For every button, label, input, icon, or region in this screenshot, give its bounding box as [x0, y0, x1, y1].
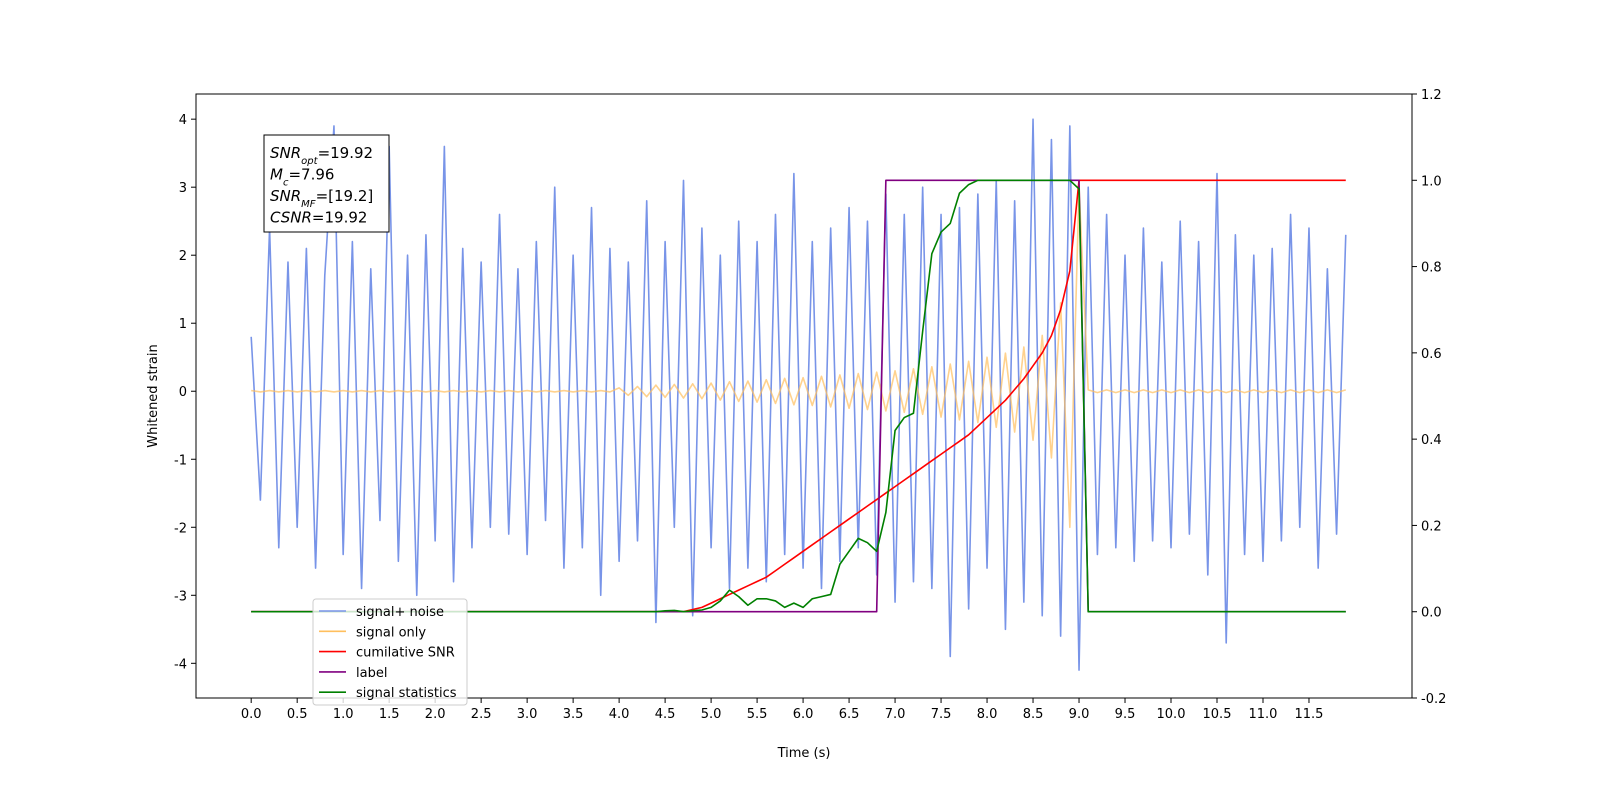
annotation-line: Mc=7.96 [270, 166, 334, 189]
x-tick-label: 10.0 [1157, 707, 1186, 722]
x-tick-label: 1.5 [379, 707, 400, 722]
legend-label: label [356, 666, 387, 681]
x-tick-label: 4.5 [655, 707, 676, 722]
legend-label: signal+ noise [356, 605, 444, 620]
annotation-value: =[19.2] [316, 187, 374, 205]
y-tick-label: 2 [179, 249, 187, 264]
legend-label: cumilative SNR [356, 646, 455, 661]
x-tick-label: 1.0 [333, 707, 354, 722]
annotation-value: =19.92 [312, 209, 368, 227]
annotation-subscript: MF [301, 199, 316, 210]
x-tick-label: 5.5 [747, 707, 768, 722]
x-tick-label: 4.0 [609, 707, 630, 722]
annotation-line: SNRopt=19.92 [270, 144, 373, 167]
x-tick-label: 3.0 [517, 707, 538, 722]
legend-label: signal only [356, 625, 426, 640]
y-axis-label: Whitened strain [146, 344, 161, 447]
y-tick-label: -4 [174, 657, 187, 672]
x-tick-label: 5.0 [701, 707, 722, 722]
annotation-line: SNRMF=[19.2] [270, 187, 373, 210]
y-tick-label: 4 [179, 113, 187, 128]
x-tick-label: 2.5 [471, 707, 492, 722]
x-tick-label: 6.0 [793, 707, 814, 722]
y-tick-label: 0 [179, 385, 187, 400]
annotation-symbol: SNR [270, 187, 301, 205]
annotation: SNRopt=19.92Mc=7.96SNRMF=[19.2]CSNR=19.9… [263, 134, 390, 233]
x-tick-label: 7.0 [885, 707, 906, 722]
x-tick-label: 8.5 [1023, 707, 1044, 722]
x-tick-label: 0.0 [241, 707, 262, 722]
series-line [251, 186, 1346, 529]
y-tick-label: -1 [174, 453, 187, 468]
y2-tick-label: 0.4 [1421, 433, 1442, 448]
legend: signal+ noise signal only cumilative SNR la… [312, 598, 468, 706]
y2-tick-label: 0.0 [1421, 606, 1442, 621]
annotation-symbol: CSNR [270, 209, 312, 227]
legend-label: signal statistics [356, 686, 457, 701]
x-tick-label: 8.0 [977, 707, 998, 722]
annotation-subscript: c [283, 177, 289, 188]
annotation-box [263, 134, 390, 233]
y2-tick-label: 1.2 [1421, 88, 1442, 103]
x-tick-label: 6.5 [839, 707, 860, 722]
x-tick-label: 11.5 [1295, 707, 1324, 722]
annotation-subscript: opt [301, 156, 318, 167]
plot-frame [195, 93, 1413, 699]
y2-tick-label: -0.2 [1421, 692, 1446, 707]
annotation-value: =7.96 [288, 166, 334, 184]
y-tick-label: 3 [179, 181, 187, 196]
x-tick-label: 11.0 [1249, 707, 1278, 722]
annotation-line: CSNR=19.92 [270, 209, 367, 227]
x-tick-label: 9.5 [1115, 707, 1136, 722]
y2-tick-label: 0.6 [1421, 347, 1442, 362]
x-tick-label: 2.0 [425, 707, 446, 722]
annotation-symbol: SNR [270, 144, 301, 162]
annotation-symbol: M [270, 166, 283, 184]
annotation-value: =19.92 [318, 144, 374, 162]
x-axis-label: Time (s) [777, 746, 831, 761]
y-tick-label: -2 [174, 521, 187, 536]
y2-tick-label: 0.2 [1421, 519, 1442, 534]
x-tick-label: 9.0 [1069, 707, 1090, 722]
x-tick-label: 10.5 [1203, 707, 1232, 722]
legend-box [312, 598, 468, 706]
y2-tick-label: 0.8 [1421, 261, 1442, 276]
y2-tick-label: 1.0 [1421, 174, 1442, 189]
y-tick-label: 1 [179, 317, 187, 332]
y-tick-label: -3 [174, 589, 187, 604]
series-line [250, 118, 1347, 671]
x-tick-label: 3.5 [563, 707, 584, 722]
x-tick-label: 7.5 [931, 707, 952, 722]
x-tick-label: 0.5 [287, 707, 308, 722]
